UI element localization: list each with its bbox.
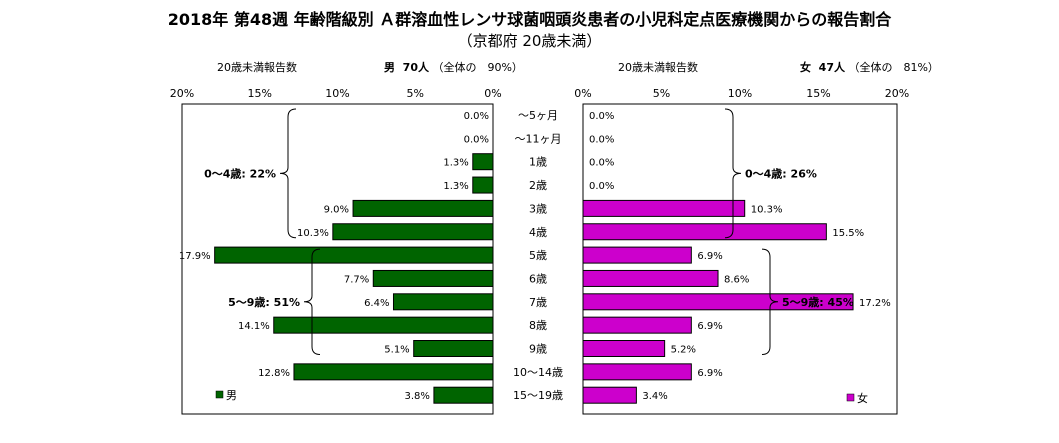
female-bar: [582, 363, 692, 381]
male-data-label: 7.7%: [344, 274, 369, 285]
male-data-label: 1.3%: [443, 181, 468, 192]
category-label: 6歳: [529, 272, 547, 285]
male-data-label: 10.3%: [297, 228, 329, 239]
left-axis-tick-label: 0%: [484, 87, 501, 100]
left-axis-tick-label: 10%: [325, 87, 349, 100]
left-header-sex: 男: [384, 61, 395, 74]
right-header-count: 女 47人 （全体の 81%）: [800, 59, 939, 75]
left-header-coverage: （全体の 90%）: [432, 61, 523, 74]
male-data-label: 1.3%: [443, 158, 468, 169]
male-legend-label: 男: [226, 389, 237, 402]
female-bar: [582, 386, 637, 404]
female-bar: [582, 223, 827, 241]
category-label: 2歳: [529, 179, 547, 192]
category-label: 8歳: [529, 319, 547, 332]
category-label: 1歳: [529, 156, 547, 169]
right-axis-tick-label: 15%: [806, 87, 830, 100]
category-label: 4歳: [529, 226, 547, 239]
left-age-group-brace: [279, 108, 297, 239]
left-header-number: 70人: [402, 61, 429, 74]
right-axis-tick-label: 10%: [728, 87, 752, 100]
female-data-label: 17.2%: [859, 298, 891, 309]
right-header-label: 20歳未満報告数: [618, 61, 698, 74]
male-bar: [413, 340, 494, 357]
female-data-label: 0.0%: [589, 181, 614, 192]
male-data-label: 12.8%: [258, 368, 290, 379]
male-data-label: 6.4%: [364, 298, 389, 309]
right-header-number: 47人: [818, 61, 845, 74]
female-data-label: 6.9%: [697, 321, 722, 332]
female-bar: [582, 199, 746, 217]
right-age-group-brace: [761, 248, 779, 355]
right-header-coverage: （全体の 81%）: [848, 61, 939, 74]
male-data-label: 17.9%: [179, 251, 211, 262]
left-axis-tick-label: 20%: [170, 87, 194, 100]
right-age-group-brace: [724, 108, 742, 239]
male-data-label: 14.1%: [238, 321, 270, 332]
male-bar: [372, 269, 494, 287]
right-age-group-annotation: 5～9歳: 45%: [782, 295, 854, 309]
male-bar: [433, 386, 494, 404]
female-data-label: 8.6%: [724, 274, 749, 285]
right-header-sex: 女: [800, 61, 811, 74]
male-bar: [352, 199, 494, 217]
female-data-label: 3.4%: [642, 391, 667, 402]
male-bar: [392, 293, 494, 311]
category-label: ～11ヶ月: [515, 132, 562, 145]
female-data-label: 5.2%: [671, 345, 696, 356]
male-data-label: 0.0%: [464, 111, 489, 122]
female-data-label: 10.3%: [751, 204, 783, 215]
chart-title: 2018年 第48週 年齢階級別 Ａ群溶血性レンサ球菌咽頭炎患者の小児科定点医療…: [167, 10, 892, 29]
category-label: 5歳: [529, 249, 547, 262]
category-label: 3歳: [529, 202, 547, 215]
left-header-count: 男 70人 （全体の 90%）: [384, 59, 523, 75]
left-age-group-brace: [303, 248, 321, 355]
male-bar: [293, 363, 494, 381]
female-bar: [582, 316, 692, 334]
female-bar: [582, 340, 666, 357]
male-legend-swatch: [215, 390, 224, 399]
female-data-label: 15.5%: [832, 228, 864, 239]
right-age-group-annotation: 0～4歳: 26%: [745, 166, 817, 180]
male-data-label: 0.0%: [464, 134, 489, 145]
right-axis-tick-label: 0%: [574, 87, 591, 100]
male-data-label: 9.0%: [324, 204, 349, 215]
category-label: ～5ヶ月: [518, 109, 558, 122]
left-header-label: 20歳未満報告数: [217, 61, 297, 74]
left-age-group-annotation: 0～4歳: 22%: [204, 166, 276, 180]
male-data-label: 5.1%: [384, 345, 409, 356]
category-label: 9歳: [529, 343, 547, 356]
female-bar: [582, 293, 854, 311]
male-data-label: 3.8%: [405, 391, 430, 402]
female-data-label: 6.9%: [697, 368, 722, 379]
right-axis-tick-label: 20%: [885, 87, 909, 100]
male-bar: [273, 316, 494, 334]
female-legend-label: 女: [857, 391, 868, 405]
female-bar: [582, 246, 692, 264]
female-bar: [582, 269, 719, 287]
right-axis-tick-label: 5%: [653, 87, 670, 100]
left-axis-tick-label: 5%: [407, 87, 424, 100]
male-bar: [472, 176, 494, 194]
female-data-label: 0.0%: [589, 111, 614, 122]
left-age-group-annotation: 5～9歳: 51%: [228, 295, 300, 309]
male-bar: [214, 246, 494, 264]
female-data-label: 6.9%: [697, 251, 722, 262]
category-label: 7歳: [529, 296, 547, 309]
female-data-label: 0.0%: [589, 158, 614, 169]
chart-subtitle: （京都府 20歳未満）: [457, 32, 602, 50]
left-axis-tick-label: 15%: [248, 87, 272, 100]
female-data-label: 0.0%: [589, 134, 614, 145]
female-legend-swatch: [846, 393, 855, 402]
category-label: 10～14歳: [513, 366, 563, 379]
male-bar: [332, 223, 494, 241]
category-label: 15～19歳: [513, 389, 563, 402]
male-bar: [472, 153, 494, 171]
